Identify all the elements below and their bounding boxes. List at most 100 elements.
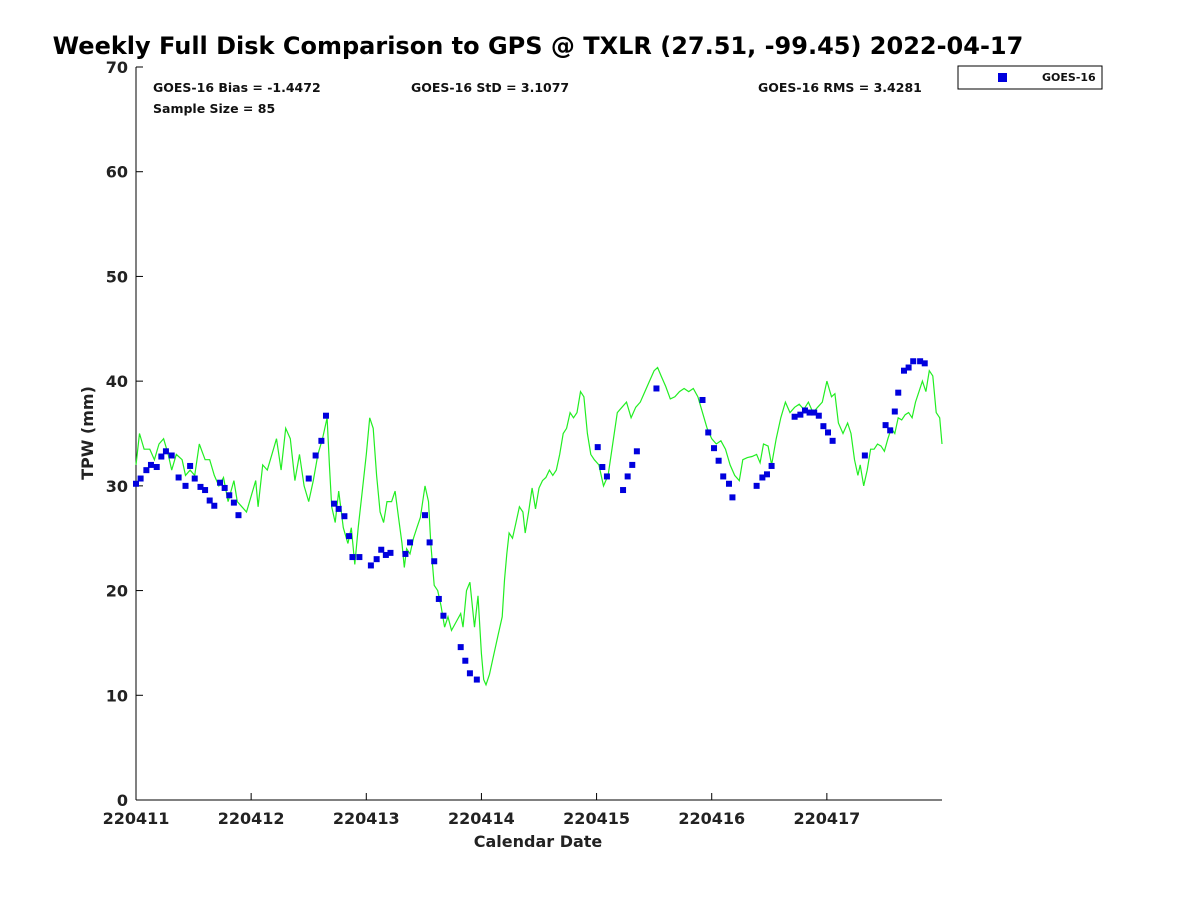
legend-label: GOES-16 [1042,71,1096,84]
chart-title: Weekly Full Disk Comparison to GPS @ TXL… [53,32,1024,60]
goes-16-point [182,482,189,489]
goes-16-point [147,461,154,468]
goes-16-point [168,452,175,459]
goes-16-point [820,423,827,430]
goes-16-point [753,482,760,489]
goes-16-points [133,358,928,683]
goes-16-point [921,360,928,367]
goes-16-point [407,539,414,546]
x-tick-label: 220415 [563,809,630,828]
std-stat: GOES-16 StD = 3.1077 [411,80,569,95]
goes-16-point [599,464,606,471]
goes-16-point [815,412,822,419]
goes-16-point [422,512,429,519]
goes-16-point [791,413,798,420]
goes-16-point [466,670,473,677]
goes-16-point [811,409,818,416]
goes-16-point [905,364,912,371]
y-tick-label: 20 [106,582,128,601]
goes-16-point [473,676,480,683]
goes-16-point [211,502,218,509]
goes-16-point [861,452,868,459]
x-tick-label: 220416 [678,809,745,828]
sample-size-stat: Sample Size = 85 [153,101,275,116]
y-tick-label: 0 [117,791,128,810]
goes-16-point [197,483,204,490]
goes-16-point [825,429,832,436]
goes-16-point [341,513,348,520]
goes-16-point [335,505,342,512]
plot-area: 0 10 20 30 40 50 60 70 220411 220412 220413 220414… [103,58,943,828]
goes-16-point [162,448,169,455]
bias-stat: GOES-16 Bias = -1.4472 [153,80,321,95]
goes-16-point [235,512,242,519]
y-ticks: 0 10 20 30 40 50 60 70 [106,58,143,810]
goes-16-point [143,467,150,474]
goes-16-point [633,448,640,455]
goes-16-point [387,549,394,556]
goes-16-point [440,612,447,619]
goes-16-point [715,457,722,464]
goes-16-point [206,497,213,504]
goes-16-point [705,429,712,436]
goes-16-point [729,494,736,501]
goes-16-point [711,445,718,452]
goes-16-point [153,464,160,471]
goes-16-point [759,474,766,481]
legend-box [957,65,1103,90]
y-tick-label: 50 [106,267,128,286]
goes-16-point [725,480,732,487]
goes-16-point [382,551,389,558]
x-tick-label: 220414 [448,809,515,828]
goes-16-point [158,453,165,460]
legend-swatch [998,73,1007,82]
goes-16-point [882,422,889,429]
y-tick-label: 40 [106,372,128,391]
goes-16-point [305,475,312,482]
goes-16-point [763,471,770,478]
goes-16-point [768,462,775,469]
gps-tpw-line [135,366,943,687]
y-tick-label: 60 [106,163,128,182]
goes-16-point [901,367,908,374]
y-tick-label: 30 [106,477,128,496]
x-tick-label: 220417 [793,809,860,828]
goes-16-point [895,389,902,396]
goes-16-point [624,473,631,480]
x-ticks: 220411 220412 220413 220414 220415 220416 2204… [103,793,860,828]
goes-16-point [217,479,224,486]
goes-16-point [699,396,706,403]
goes-16-point [187,462,194,469]
y-axis-label: TPW (mm) [78,386,97,480]
goes-16-point [653,385,660,392]
goes-16-point [457,644,464,651]
goes-16-point [133,480,139,487]
goes-16-point [806,409,813,416]
legend: GOES-16 [957,65,1103,90]
goes-16-point [891,408,898,415]
goes-16-point [462,657,469,664]
goes-16-point [226,492,233,499]
y-tick-label: 10 [106,686,128,705]
goes-16-point [356,554,363,561]
goes-16-point [629,461,636,468]
goes-16-point [322,412,329,419]
goes-16-point [402,550,409,557]
x-tick-label: 220413 [333,809,400,828]
goes-16-point [887,427,894,434]
goes-16-point [346,533,353,540]
x-axis-label: Calendar Date [474,832,603,851]
goes-16-point [603,473,610,480]
goes-16-point [202,487,209,494]
goes-16-point [137,475,144,482]
goes-16-point [230,499,237,506]
goes-16-point [349,554,356,561]
goes-16-point [435,595,442,602]
goes-16-point [318,437,325,444]
goes-16-point [801,407,808,414]
goes-16-point [720,473,727,480]
goes-16-point [378,546,385,553]
goes-16-point [175,474,182,481]
goes-16-point [797,411,804,418]
y-tick-label: 70 [106,58,128,77]
